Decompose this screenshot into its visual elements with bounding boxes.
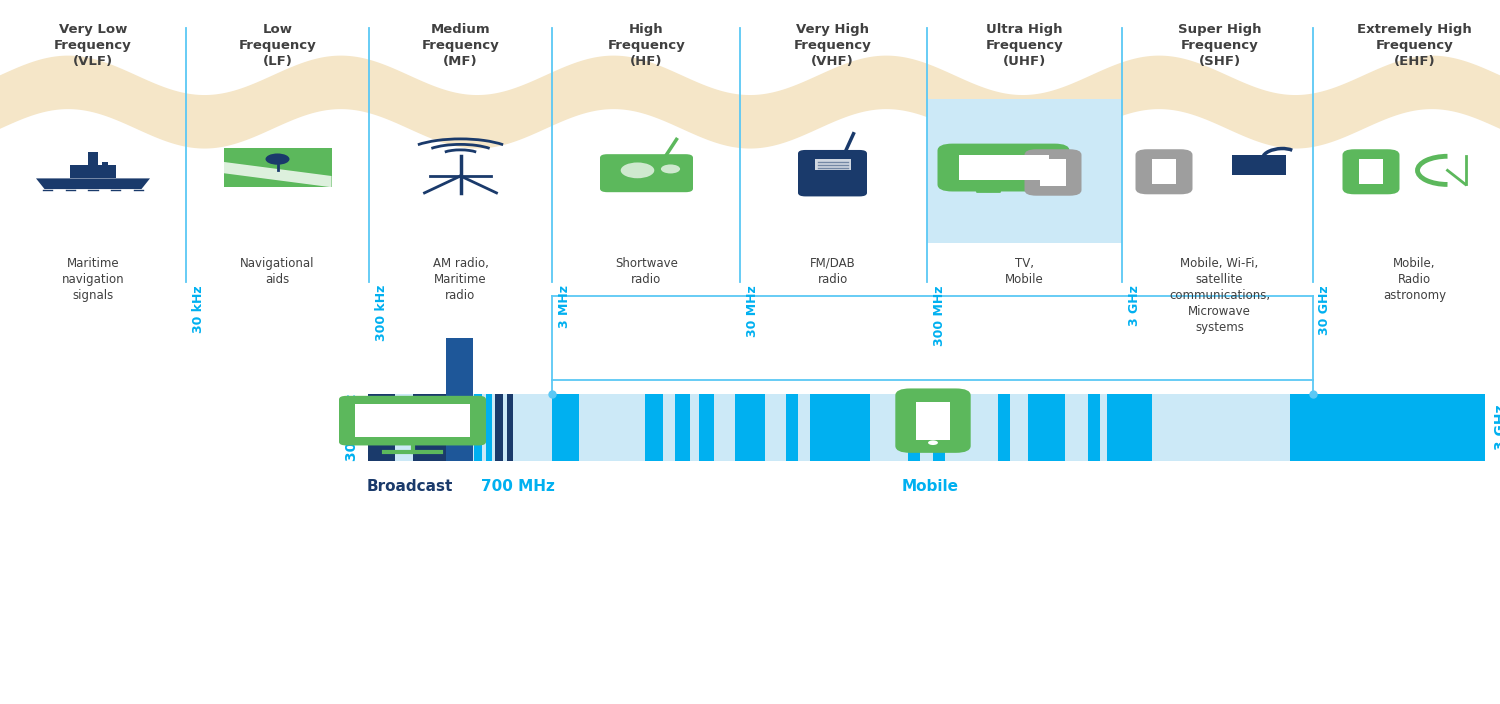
Bar — [224, 148, 332, 187]
Bar — [815, 159, 850, 170]
Bar — [735, 394, 765, 461]
Bar — [699, 394, 714, 461]
Bar — [507, 394, 513, 461]
Bar — [675, 394, 690, 461]
Text: 30 kHz: 30 kHz — [192, 285, 206, 333]
Bar — [1290, 394, 1485, 461]
Text: 700 MHz: 700 MHz — [480, 479, 555, 494]
Polygon shape — [224, 162, 332, 187]
Bar — [1107, 394, 1152, 461]
Bar — [88, 151, 98, 166]
Bar — [368, 394, 394, 461]
Text: Maritime
navigation
signals: Maritime navigation signals — [62, 257, 124, 302]
Text: Mobile: Mobile — [902, 479, 958, 494]
Circle shape — [928, 441, 938, 445]
Text: Broadcast: Broadcast — [366, 479, 453, 494]
Bar — [413, 394, 446, 461]
Bar — [927, 99, 1122, 243]
Circle shape — [266, 153, 290, 165]
Bar — [1088, 394, 1100, 461]
Bar — [474, 394, 482, 461]
FancyBboxPatch shape — [896, 389, 971, 453]
Bar — [102, 163, 108, 170]
Bar — [1359, 158, 1383, 184]
Text: Very Low
Frequency
(VLF): Very Low Frequency (VLF) — [54, 23, 132, 68]
FancyBboxPatch shape — [798, 150, 867, 196]
Polygon shape — [974, 184, 1004, 193]
Bar — [1040, 159, 1066, 186]
Bar — [1152, 158, 1176, 184]
Polygon shape — [36, 178, 150, 189]
Bar — [1256, 155, 1286, 175]
Text: 300 kHz: 300 kHz — [375, 285, 388, 341]
Bar — [453, 394, 465, 461]
Text: Medium
Frequency
(MF): Medium Frequency (MF) — [422, 23, 500, 68]
FancyBboxPatch shape — [1136, 149, 1192, 194]
Bar — [908, 394, 920, 461]
Text: Mobile,
Radio
astronomy: Mobile, Radio astronomy — [1383, 257, 1446, 302]
Bar — [446, 338, 472, 461]
FancyBboxPatch shape — [600, 154, 693, 192]
Text: Ultra High
Frequency
(UHF): Ultra High Frequency (UHF) — [986, 23, 1064, 68]
Bar — [645, 394, 663, 461]
Text: 3 MHz: 3 MHz — [558, 285, 572, 328]
Text: 30 MHz: 30 MHz — [746, 285, 759, 337]
Text: 300 MHz: 300 MHz — [345, 394, 358, 461]
Text: Extremely High
Frequency
(EHF): Extremely High Frequency (EHF) — [1358, 23, 1472, 68]
Text: Very High
Frequency
(VHF): Very High Frequency (VHF) — [794, 23, 871, 68]
Bar — [958, 155, 1048, 180]
Bar — [495, 394, 502, 461]
Bar — [933, 394, 945, 461]
Text: 30 GHz: 30 GHz — [1318, 285, 1332, 334]
Text: 3 GHz: 3 GHz — [1128, 285, 1142, 326]
Circle shape — [621, 163, 654, 178]
Bar — [354, 404, 471, 437]
Polygon shape — [0, 56, 1500, 149]
Bar — [486, 394, 492, 461]
Bar — [916, 402, 950, 440]
Bar — [552, 394, 579, 461]
FancyBboxPatch shape — [339, 396, 486, 446]
FancyBboxPatch shape — [1024, 149, 1082, 196]
Text: Shortwave
radio: Shortwave radio — [615, 257, 678, 286]
Bar — [1232, 155, 1262, 175]
Bar — [368, 394, 1485, 461]
Bar — [1028, 394, 1065, 461]
Bar — [70, 165, 116, 178]
Text: 300 MHz: 300 MHz — [933, 285, 946, 346]
Text: AM radio,
Maritime
radio: AM radio, Maritime radio — [432, 257, 489, 302]
Text: TV,
Mobile: TV, Mobile — [1005, 257, 1044, 286]
Text: 3 GHz: 3 GHz — [1494, 405, 1500, 451]
Text: Low
Frequency
(LF): Low Frequency (LF) — [238, 23, 316, 68]
Bar — [810, 394, 870, 461]
Text: High
Frequency
(HF): High Frequency (HF) — [608, 23, 686, 68]
FancyBboxPatch shape — [938, 144, 1070, 191]
Circle shape — [662, 165, 680, 173]
Bar — [1232, 161, 1256, 169]
Bar — [786, 394, 798, 461]
Bar — [998, 394, 1010, 461]
Text: FM/DAB
radio: FM/DAB radio — [810, 257, 855, 286]
Text: Super High
Frequency
(SHF): Super High Frequency (SHF) — [1178, 23, 1262, 68]
Text: Navigational
aids: Navigational aids — [240, 257, 315, 286]
FancyBboxPatch shape — [1342, 149, 1400, 194]
Text: Mobile, Wi-Fi,
satellite
communications,
Microwave
systems: Mobile, Wi-Fi, satellite communications,… — [1168, 257, 1270, 334]
